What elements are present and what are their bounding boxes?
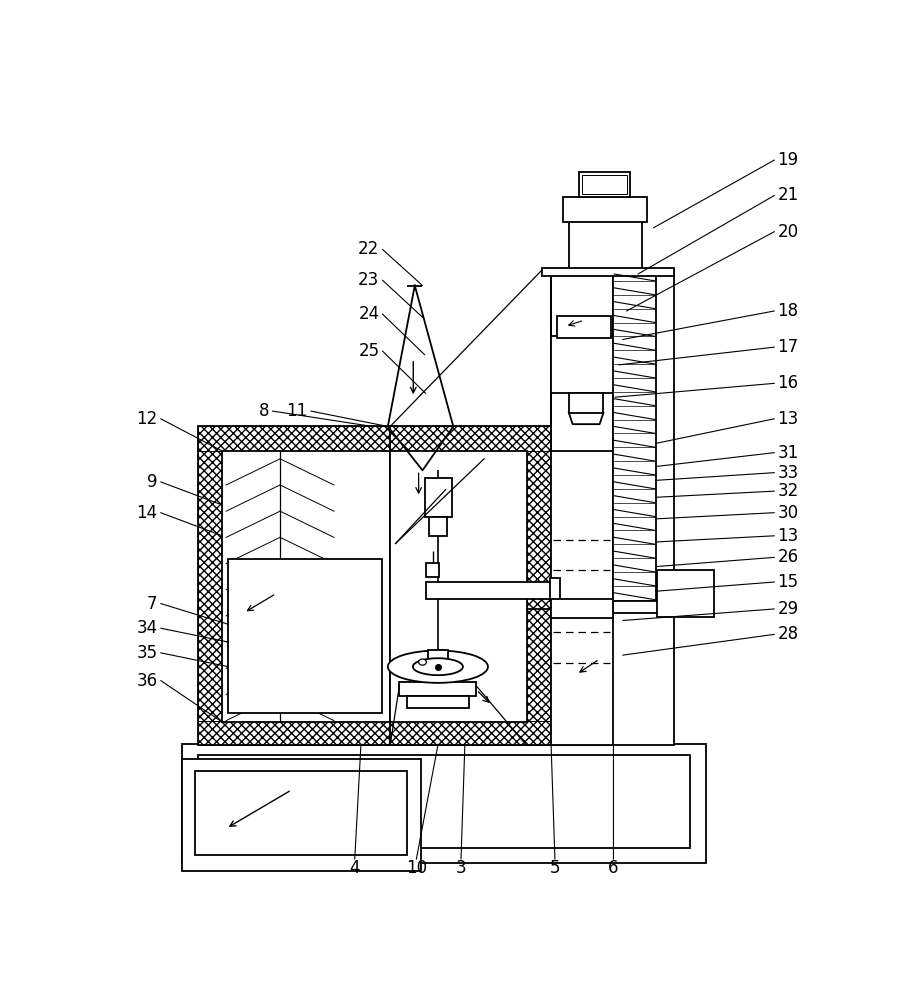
Ellipse shape xyxy=(413,658,463,675)
Text: 14: 14 xyxy=(136,504,158,522)
Bar xyxy=(400,682,477,696)
Text: 26: 26 xyxy=(778,548,798,566)
Text: 21: 21 xyxy=(778,186,798,204)
Bar xyxy=(551,336,621,393)
Text: 10: 10 xyxy=(406,859,427,877)
Text: 11: 11 xyxy=(286,402,308,420)
Text: 15: 15 xyxy=(778,573,798,591)
Bar xyxy=(390,451,527,722)
Text: 19: 19 xyxy=(778,151,798,169)
Bar xyxy=(198,426,552,745)
Text: 36: 36 xyxy=(136,672,158,690)
Bar xyxy=(182,759,421,871)
Bar xyxy=(579,172,630,197)
Bar xyxy=(198,755,691,848)
Bar xyxy=(228,559,383,713)
Bar xyxy=(427,650,448,662)
Text: 9: 9 xyxy=(147,473,158,491)
Text: 5: 5 xyxy=(550,859,560,877)
Text: 8: 8 xyxy=(259,402,269,420)
Bar xyxy=(182,744,706,863)
Bar xyxy=(426,582,552,599)
Text: 13: 13 xyxy=(778,527,798,545)
Bar xyxy=(568,220,642,274)
Bar xyxy=(198,721,552,745)
Bar xyxy=(541,268,674,276)
Text: 13: 13 xyxy=(778,410,798,428)
Bar xyxy=(551,270,674,745)
Text: 18: 18 xyxy=(778,302,798,320)
Bar xyxy=(563,197,647,222)
Ellipse shape xyxy=(418,659,427,665)
Text: 30: 30 xyxy=(778,504,798,522)
Bar xyxy=(198,426,552,451)
Text: 35: 35 xyxy=(136,644,158,662)
Bar xyxy=(550,578,559,601)
Bar xyxy=(407,696,469,708)
Text: 20: 20 xyxy=(778,223,798,241)
Text: 22: 22 xyxy=(358,240,379,258)
Text: 3: 3 xyxy=(455,859,466,877)
Bar xyxy=(551,599,612,618)
Bar xyxy=(429,517,447,536)
Bar xyxy=(196,771,407,855)
Bar xyxy=(582,175,627,194)
Bar xyxy=(198,451,223,744)
Text: 4: 4 xyxy=(349,859,360,877)
Text: 33: 33 xyxy=(778,464,798,482)
Text: 25: 25 xyxy=(358,342,379,360)
Text: 7: 7 xyxy=(147,595,158,613)
Bar xyxy=(551,451,612,745)
Text: 16: 16 xyxy=(778,374,798,392)
Bar xyxy=(425,478,452,517)
Text: 34: 34 xyxy=(136,619,158,637)
Bar xyxy=(568,393,603,413)
Text: 12: 12 xyxy=(136,410,158,428)
Bar xyxy=(656,570,714,617)
Text: 29: 29 xyxy=(778,600,798,618)
Text: 24: 24 xyxy=(358,305,379,323)
Text: 28: 28 xyxy=(778,625,798,643)
Bar xyxy=(551,270,612,601)
Bar xyxy=(613,270,656,601)
Bar xyxy=(558,316,612,338)
Text: 31: 31 xyxy=(778,444,798,462)
Text: 6: 6 xyxy=(608,859,619,877)
Bar xyxy=(223,451,390,722)
Text: 23: 23 xyxy=(358,271,379,289)
Text: 17: 17 xyxy=(778,338,798,356)
Bar xyxy=(426,563,439,577)
Text: 32: 32 xyxy=(778,482,798,500)
Bar xyxy=(526,451,551,744)
Ellipse shape xyxy=(388,651,488,683)
